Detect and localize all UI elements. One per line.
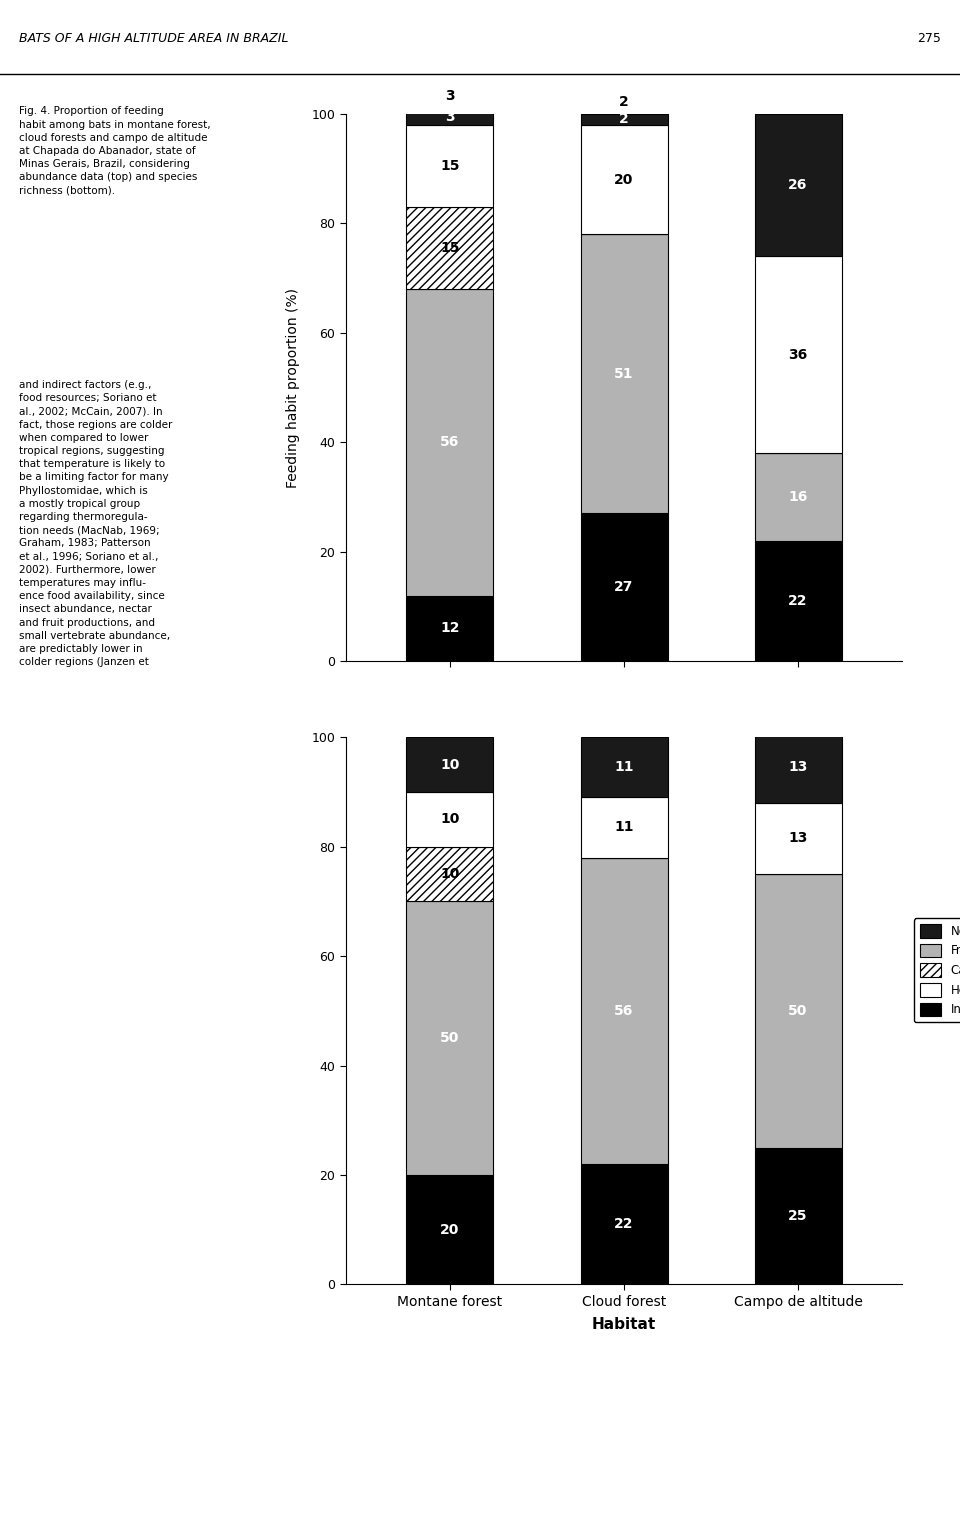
Bar: [755, 453, 842, 541]
Bar: [755, 1148, 842, 1284]
Text: 11: 11: [614, 760, 634, 774]
Text: 50: 50: [441, 1031, 460, 1046]
Bar: [581, 514, 667, 661]
Text: 15: 15: [441, 242, 460, 255]
Text: 3: 3: [445, 109, 455, 123]
Text: 22: 22: [614, 1218, 634, 1231]
Text: 25: 25: [788, 1208, 807, 1224]
Text: 20: 20: [614, 173, 634, 187]
Bar: [581, 234, 667, 514]
Text: 15: 15: [441, 160, 460, 173]
Bar: [581, 1164, 667, 1284]
Bar: [755, 874, 842, 1148]
Bar: [755, 803, 842, 874]
Bar: [406, 847, 493, 901]
Bar: [581, 114, 667, 125]
Text: 13: 13: [788, 760, 807, 774]
Bar: [406, 901, 493, 1175]
Text: 10: 10: [441, 757, 460, 772]
Text: 16: 16: [788, 489, 807, 505]
Text: 13: 13: [788, 831, 807, 845]
Bar: [406, 108, 493, 125]
Bar: [755, 257, 842, 453]
Text: 36: 36: [788, 348, 807, 362]
Text: 51: 51: [614, 366, 634, 382]
Bar: [406, 596, 493, 661]
Bar: [755, 114, 842, 257]
Bar: [581, 125, 667, 234]
Text: 56: 56: [441, 435, 460, 450]
Text: 50: 50: [788, 1003, 807, 1018]
Text: 10: 10: [441, 812, 460, 827]
Text: 10: 10: [441, 866, 460, 882]
Text: 11: 11: [614, 821, 634, 834]
Bar: [406, 289, 493, 596]
Text: Fig. 4. Proportion of feeding
habit among bats in montane forest,
cloud forests : Fig. 4. Proportion of feeding habit amon…: [19, 106, 211, 196]
Bar: [406, 1175, 493, 1284]
Text: 56: 56: [614, 1003, 634, 1018]
Text: 20: 20: [441, 1222, 460, 1237]
X-axis label: Habitat: Habitat: [592, 1318, 656, 1332]
Bar: [581, 737, 667, 798]
Bar: [406, 792, 493, 847]
Text: Feeding habit proportion (%): Feeding habit proportion (%): [286, 287, 300, 488]
Text: 12: 12: [441, 622, 460, 635]
Text: 26: 26: [788, 178, 807, 192]
Text: 27: 27: [614, 581, 634, 594]
Text: 2: 2: [619, 112, 629, 126]
Bar: [581, 798, 667, 857]
Bar: [755, 731, 842, 803]
Text: 275: 275: [917, 32, 941, 44]
Bar: [406, 207, 493, 289]
Bar: [406, 737, 493, 792]
Text: 2: 2: [619, 94, 629, 108]
Text: BATS OF A HIGH ALTITUDE AREA IN BRAZIL: BATS OF A HIGH ALTITUDE AREA IN BRAZIL: [19, 32, 289, 44]
Bar: [581, 857, 667, 1164]
Bar: [755, 541, 842, 661]
Text: 3: 3: [445, 90, 455, 103]
Bar: [406, 125, 493, 207]
Legend: Nectarivores, Frugivores, Carnivores, Hematophages, Insectivores: Nectarivores, Frugivores, Carnivores, He…: [914, 918, 960, 1023]
Text: 22: 22: [788, 594, 807, 608]
Text: and indirect factors (e.g.,
food resources; Soriano et
al., 2002; McCain, 2007).: and indirect factors (e.g., food resourc…: [19, 380, 173, 667]
